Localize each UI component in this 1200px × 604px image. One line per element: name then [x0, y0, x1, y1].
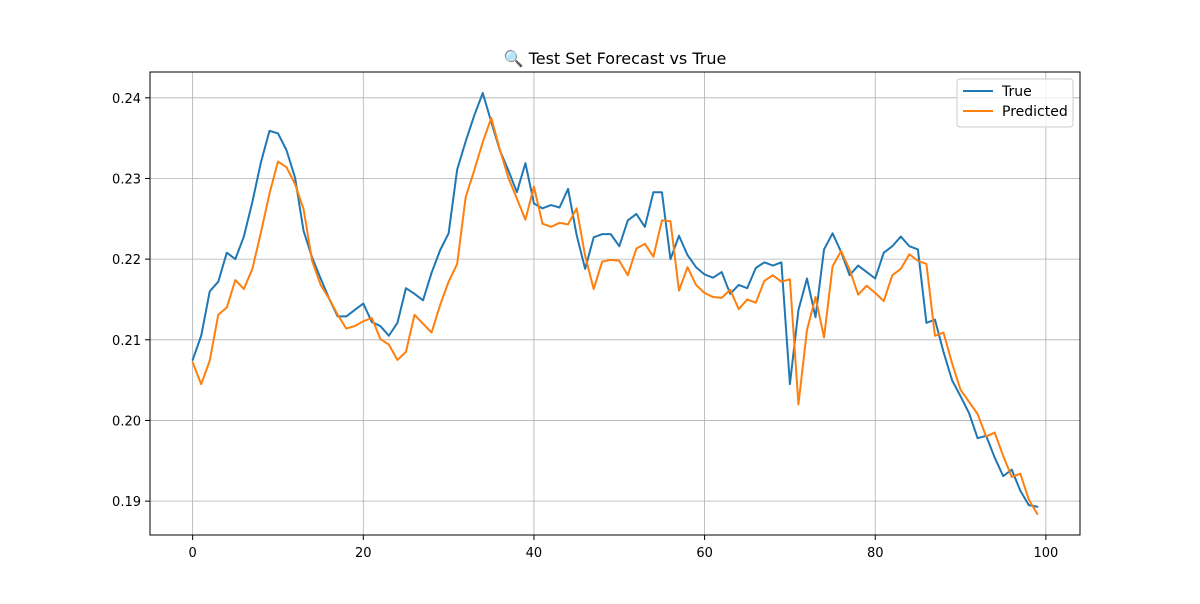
series-layer	[191, 91, 1039, 516]
x-tick-label: 40	[526, 546, 543, 561]
x-tick-label: 20	[355, 546, 372, 561]
y-tick-label: 0.19	[112, 495, 141, 510]
x-tick-label: 80	[867, 546, 884, 561]
series-line-true	[191, 91, 1039, 508]
y-tick-label: 0.20	[112, 414, 141, 429]
legend-label-true: True	[1001, 84, 1032, 100]
legend-label-predicted: Predicted	[1002, 104, 1068, 120]
series-line-predicted	[191, 116, 1039, 516]
x-tick-label: 100	[1033, 546, 1058, 561]
axis-ticks: 0 20 40 60 80 100 0.19 0.20 0.21 0.22 0.23 0.24	[112, 92, 1058, 561]
chart-title: 🔍 Test Set Forecast vs True	[504, 48, 727, 68]
y-tick-label: 0.22	[112, 253, 141, 268]
grid	[150, 72, 1080, 535]
legend: True Predicted	[956, 78, 1074, 128]
x-tick-label: 60	[696, 546, 713, 561]
x-tick-label: 0	[189, 546, 197, 561]
y-tick-label: 0.21	[112, 334, 141, 349]
plot-frame	[149, 71, 1081, 536]
y-tick-label: 0.23	[112, 172, 141, 187]
y-tick-label: 0.24	[112, 92, 141, 107]
